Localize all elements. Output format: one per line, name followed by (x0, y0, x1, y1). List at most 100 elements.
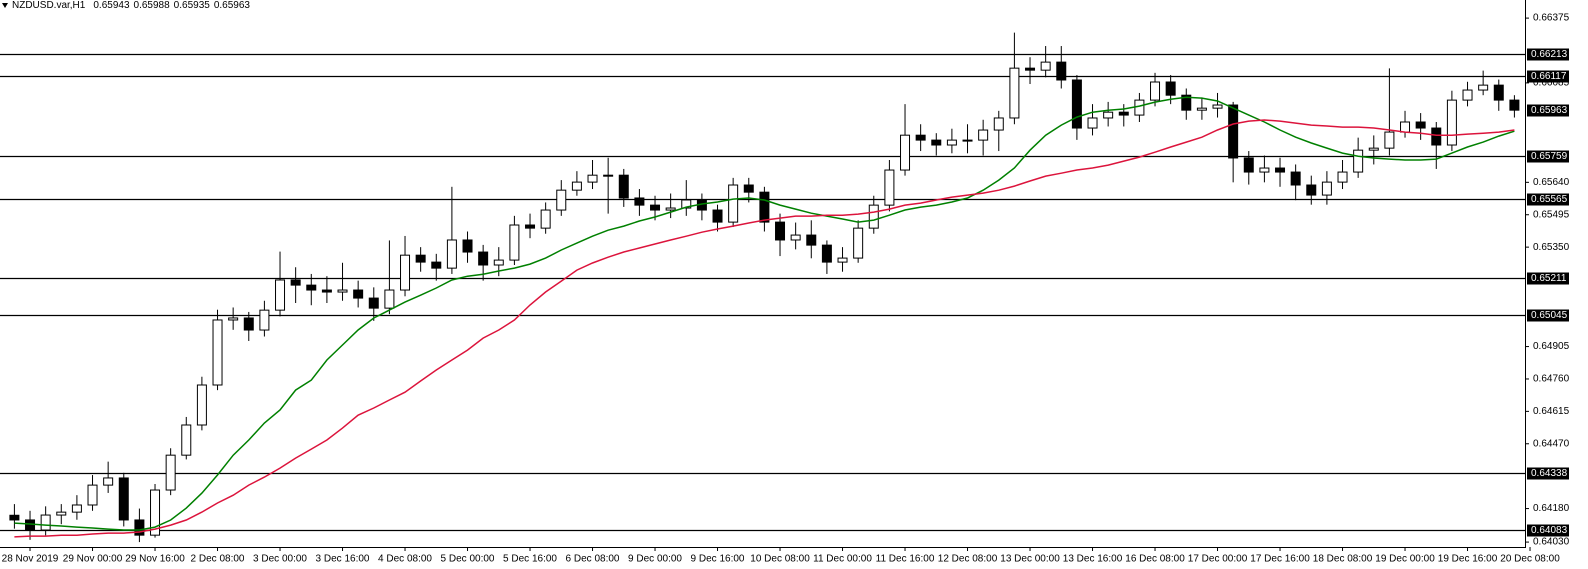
candle-body (1337, 171, 1348, 183)
menu-arrow[interactable] (2, 3, 8, 8)
candle-body (556, 189, 567, 211)
candle-body (1243, 157, 1254, 173)
level-label: 0.65045 (1531, 310, 1568, 321)
x-tick-label: 9 Dec 00:00 (628, 554, 682, 565)
candle-body (134, 519, 145, 536)
level-label: 0.65211 (1531, 273, 1567, 284)
candle-body (868, 204, 879, 229)
x-tick-label: 13 Dec 00:00 (1000, 554, 1060, 565)
candle-body (337, 289, 348, 293)
candle-body (1275, 167, 1286, 173)
candle-body (931, 139, 942, 146)
y-tick-label: 0.65495 (1533, 209, 1570, 220)
candle-body (212, 319, 223, 386)
level-label: 0.65565 (1531, 194, 1568, 205)
current-price-label: 0.65963 (1531, 105, 1568, 116)
candle-body (853, 227, 864, 259)
candle-body (743, 184, 754, 193)
y-tick-label: 0.64470 (1533, 438, 1570, 449)
candle-body (806, 234, 817, 246)
candle-body (946, 139, 957, 146)
candle-body (837, 257, 848, 263)
x-tick-label: 28 Nov 2019 (2, 554, 59, 565)
x-tick-label: 13 Dec 16:00 (1063, 554, 1123, 565)
x-tick-label: 16 Dec 08:00 (1125, 554, 1185, 565)
candle-body (915, 134, 926, 141)
current-price-box (1527, 104, 1569, 117)
candle-body (587, 174, 598, 183)
candle-body (1400, 121, 1411, 133)
x-tick-label: 3 Dec 16:00 (316, 554, 370, 565)
candle-body (56, 511, 67, 516)
level-label-box (1527, 272, 1569, 285)
x-tick-label: 2 Dec 08:00 (191, 554, 245, 565)
candle-body (275, 279, 286, 311)
candle-body (759, 191, 770, 223)
candle-body (1118, 111, 1129, 116)
candle-body (634, 197, 645, 206)
y-tick-label: 0.64180 (1533, 503, 1570, 514)
candle-body (650, 204, 661, 211)
candle-body (1493, 84, 1504, 101)
candle-body (1009, 67, 1020, 119)
candle-body (181, 424, 192, 456)
candle-body (478, 251, 489, 266)
candle-body (1259, 167, 1270, 173)
candle-body (821, 244, 832, 263)
level-label: 0.66213 (1531, 49, 1568, 60)
candle-body (243, 317, 254, 331)
candle-body (87, 484, 98, 506)
candle-body (525, 224, 536, 229)
candle-body (462, 239, 473, 253)
candle-body (400, 254, 411, 291)
candle-body (900, 134, 911, 171)
x-tick-label: 20 Dec 08:00 (1500, 554, 1560, 565)
moving-average (14, 96, 1515, 531)
header-value: 0.65935 (173, 0, 210, 11)
level-label: 0.65759 (1531, 151, 1568, 162)
candle-body (509, 224, 520, 261)
candle-body (446, 239, 457, 269)
candle-body (25, 519, 36, 531)
candle-body (384, 289, 395, 309)
candle-body (353, 289, 364, 299)
x-tick-label: 12 Dec 08:00 (938, 554, 998, 565)
candle-body (1056, 61, 1067, 81)
candle-body (40, 514, 51, 531)
candle-body (415, 254, 426, 263)
candle-body (1087, 117, 1098, 129)
candle-body (1431, 127, 1442, 146)
header-value: 0.65988 (133, 0, 170, 11)
candle-body (165, 454, 176, 491)
level-label: 0.64338 (1531, 468, 1568, 479)
candle-body (1462, 89, 1473, 101)
candle-body (493, 259, 504, 266)
y-tick-label: 0.65350 (1533, 242, 1570, 253)
y-tick-label: 0.65640 (1533, 177, 1570, 188)
candle-body (1446, 99, 1457, 146)
candle-body (150, 489, 161, 536)
candle-body (1306, 184, 1317, 196)
candle-body (1150, 81, 1161, 101)
candle-body (259, 309, 270, 331)
x-tick-label: 19 Dec 16:00 (1438, 554, 1498, 565)
candle-body (618, 174, 629, 199)
candle-body (1478, 84, 1489, 91)
candle-body (1368, 147, 1379, 151)
candle-body (1071, 79, 1082, 129)
candle-body (1181, 94, 1192, 111)
candle-body (571, 181, 582, 191)
candle-body (1134, 99, 1145, 116)
candle-body (1384, 131, 1395, 149)
candle-body (228, 317, 239, 321)
x-tick-label: 29 Nov 00:00 (63, 554, 123, 565)
level-label-box (1527, 193, 1569, 206)
chart-header: NZDUSD.var,H1 0.65943 0.65988 0.65935 0.… (12, 0, 250, 12)
x-tick-label: 10 Dec 08:00 (750, 554, 810, 565)
candle-body (103, 477, 114, 486)
x-tick-label: 17 Dec 00:00 (1188, 554, 1248, 565)
candle-body (1040, 61, 1051, 71)
x-tick-label: 3 Dec 00:00 (253, 554, 307, 565)
